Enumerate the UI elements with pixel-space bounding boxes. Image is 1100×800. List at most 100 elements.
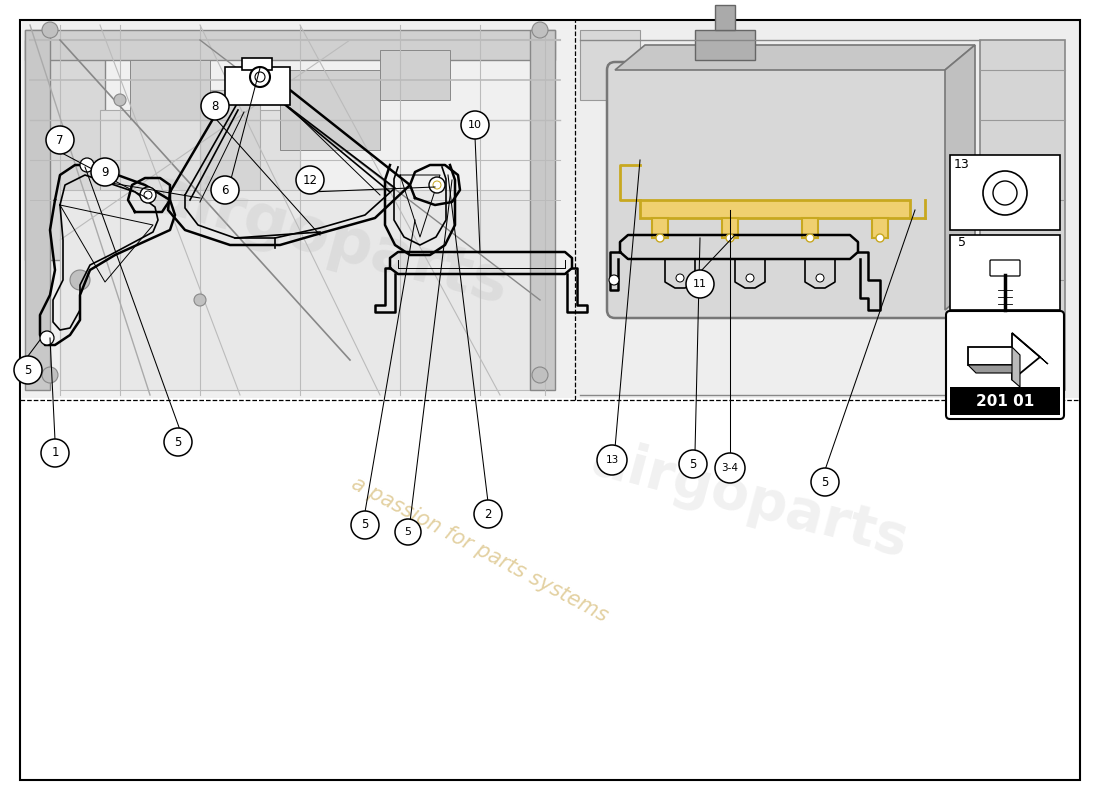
Text: 13: 13 (954, 158, 970, 171)
Text: airgoparts: airgoparts (585, 432, 914, 568)
Bar (980, 40, 1065, 390)
Bar (25, 40, 104, 260)
Bar (580, 30, 640, 100)
Text: 9: 9 (101, 166, 109, 178)
Bar (200, 90, 260, 390)
Polygon shape (968, 365, 1020, 373)
Bar (722, 218, 738, 238)
Bar (379, 50, 450, 100)
Circle shape (806, 234, 814, 242)
Text: 7: 7 (56, 134, 64, 146)
Circle shape (656, 234, 664, 242)
Text: 6: 6 (221, 183, 229, 197)
Circle shape (194, 294, 206, 306)
Bar (950, 155, 1060, 230)
Circle shape (609, 275, 619, 285)
Circle shape (80, 158, 94, 172)
Circle shape (679, 450, 707, 478)
Circle shape (395, 519, 421, 545)
Bar (578, 20, 1080, 398)
Circle shape (597, 445, 627, 475)
Circle shape (726, 234, 734, 242)
Bar (950, 235, 1060, 310)
Circle shape (140, 187, 156, 203)
Circle shape (201, 92, 229, 120)
Bar (25, 30, 50, 390)
Text: 8: 8 (211, 99, 219, 113)
Bar (715, 5, 735, 30)
Text: 13: 13 (605, 455, 618, 465)
Text: 5: 5 (690, 458, 696, 470)
Circle shape (91, 158, 119, 186)
Text: 5: 5 (24, 363, 32, 377)
Circle shape (351, 511, 380, 539)
Circle shape (532, 22, 548, 38)
Text: 11: 11 (693, 279, 707, 289)
Text: 5: 5 (405, 527, 411, 537)
Circle shape (532, 367, 548, 383)
Bar (22, 20, 593, 398)
Bar (652, 218, 668, 238)
Circle shape (429, 177, 446, 193)
Circle shape (746, 274, 754, 282)
Circle shape (144, 191, 152, 199)
Bar (950, 260, 980, 380)
Circle shape (40, 331, 54, 345)
Text: 12: 12 (302, 174, 318, 186)
Text: 5: 5 (958, 235, 966, 249)
Circle shape (46, 126, 74, 154)
Circle shape (42, 22, 58, 38)
Bar (280, 70, 380, 150)
Circle shape (474, 500, 502, 528)
Circle shape (255, 72, 265, 82)
Circle shape (70, 270, 90, 290)
Text: 201 01: 201 01 (976, 394, 1034, 409)
Circle shape (164, 428, 192, 456)
Circle shape (433, 181, 441, 189)
Circle shape (41, 439, 69, 467)
Bar (695, 30, 755, 60)
Circle shape (811, 468, 839, 496)
FancyBboxPatch shape (607, 62, 953, 318)
Circle shape (715, 453, 745, 483)
Polygon shape (945, 45, 975, 310)
Bar (802, 218, 818, 238)
Text: 5: 5 (822, 475, 828, 489)
Polygon shape (1012, 333, 1048, 364)
Circle shape (42, 367, 58, 383)
Text: 5: 5 (174, 435, 182, 449)
Polygon shape (615, 45, 975, 70)
Circle shape (686, 270, 714, 298)
Bar (60, 190, 530, 390)
Circle shape (296, 166, 324, 194)
Bar (242, 58, 272, 70)
Text: 5: 5 (361, 518, 368, 531)
Circle shape (816, 274, 824, 282)
FancyBboxPatch shape (990, 260, 1020, 276)
Bar (25, 30, 555, 60)
Circle shape (461, 111, 490, 139)
Polygon shape (968, 333, 1040, 380)
Circle shape (211, 176, 239, 204)
Text: 10: 10 (468, 120, 482, 130)
Circle shape (876, 234, 884, 242)
Circle shape (983, 171, 1027, 215)
Bar (530, 30, 556, 390)
Text: 3-4: 3-4 (722, 463, 738, 473)
Polygon shape (1012, 347, 1020, 387)
Bar (226, 67, 290, 105)
Bar (100, 110, 300, 200)
Circle shape (993, 181, 1018, 205)
Bar (872, 218, 888, 238)
Text: 1: 1 (52, 446, 58, 459)
Text: 2: 2 (484, 507, 492, 521)
Bar (950, 387, 1060, 415)
FancyBboxPatch shape (946, 311, 1064, 419)
Circle shape (250, 67, 270, 87)
Text: airgoparts: airgoparts (145, 163, 515, 317)
Circle shape (14, 356, 42, 384)
Bar (640, 200, 910, 218)
Circle shape (676, 274, 684, 282)
Circle shape (114, 94, 126, 106)
Bar (130, 60, 210, 120)
